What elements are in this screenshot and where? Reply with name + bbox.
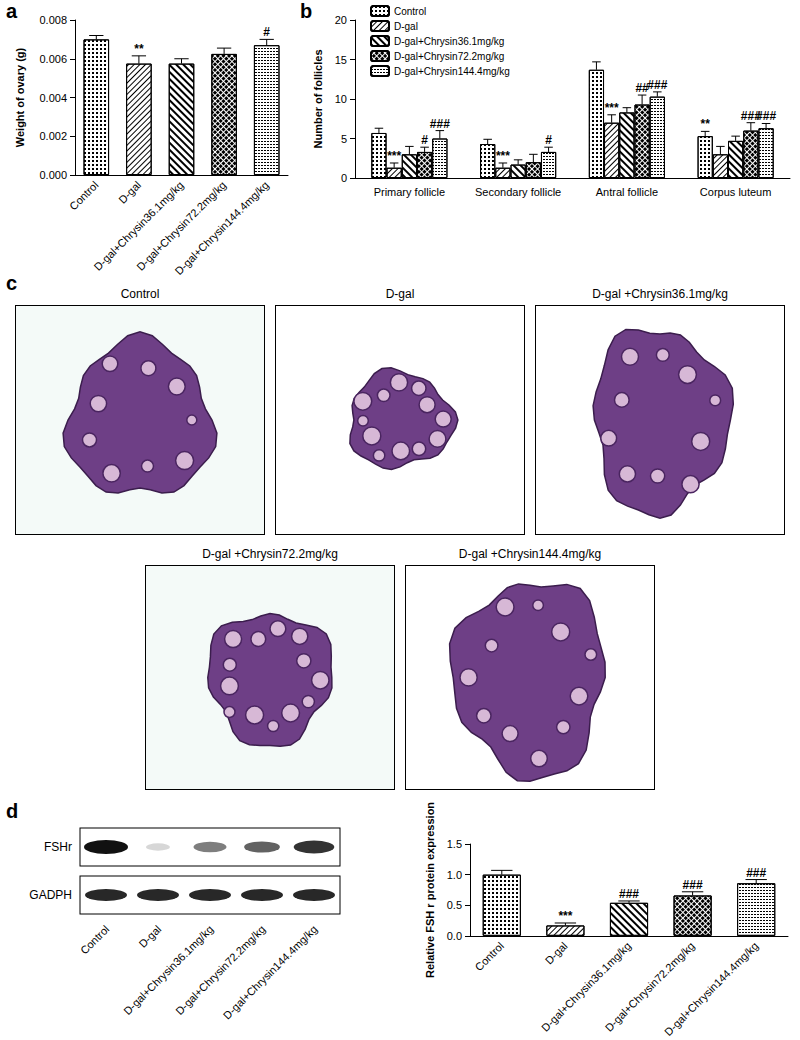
svg-text:Control: Control: [394, 6, 426, 17]
svg-text:Control: Control: [473, 940, 507, 974]
svg-text:0: 0: [341, 172, 347, 184]
svg-text:0.5: 0.5: [447, 899, 462, 911]
html-text:D-gal: D-gal: [385, 287, 415, 301]
svg-text:###: ###: [647, 78, 667, 92]
svg-text:***: ***: [558, 909, 572, 923]
svg-text:Antral follicle: Antral follicle: [596, 186, 658, 198]
svg-text:Primary follicle: Primary follicle: [374, 186, 446, 198]
svg-text:D-gal: D-gal: [543, 940, 570, 967]
svg-text:D-gal+Chrysin72.2mg/kg: D-gal+Chrysin72.2mg/kg: [173, 923, 267, 1017]
svg-text:#: #: [545, 133, 552, 147]
svg-text:D-gal: D-gal: [394, 21, 418, 32]
html-text:D-gal +Chrysin36.1mg/kg: D-gal +Chrysin36.1mg/kg: [592, 287, 728, 301]
svg-text:1.0: 1.0: [447, 869, 462, 881]
html-text:D-gal +Chrysin72.2mg/kg: D-gal +Chrysin72.2mg/kg: [202, 547, 338, 561]
svg-text:D-gal+Chrysin36.1mg/kg: D-gal+Chrysin36.1mg/kg: [121, 923, 215, 1017]
svg-text:0.008: 0.008: [39, 14, 67, 26]
svg-text:10: 10: [335, 93, 347, 105]
svg-text:Control: Control: [78, 923, 112, 957]
html-text:D-gal +Chrysin144.4mg/kg: D-gal +Chrysin144.4mg/kg: [458, 547, 602, 561]
svg-text:1.5: 1.5: [447, 838, 462, 850]
svg-text:0.0: 0.0: [447, 930, 462, 942]
svg-text:Number of follicles: Number of follicles: [312, 49, 324, 148]
svg-text:D-gal+Chrysin72.2mg/kg: D-gal+Chrysin72.2mg/kg: [134, 178, 229, 273]
svg-text:D-gal: D-gal: [136, 923, 163, 950]
svg-text:***: ***: [496, 149, 510, 163]
svg-text:0.002: 0.002: [39, 130, 67, 142]
svg-text:D-gal+Chrysin144.4mg/kg: D-gal+Chrysin144.4mg/kg: [221, 923, 320, 1022]
svg-text:0.000: 0.000: [39, 169, 67, 181]
svg-text:###: ###: [619, 887, 639, 901]
svg-text:###: ###: [430, 117, 450, 131]
svg-text:D-gal+Chrysin72.2mg/kg: D-gal+Chrysin72.2mg/kg: [602, 939, 697, 1034]
svg-text:***: ***: [387, 149, 401, 163]
svg-text:Relative FSH r protein express: Relative FSH r protein expression: [424, 802, 436, 978]
svg-text:###: ###: [683, 878, 703, 892]
svg-text:20: 20: [335, 14, 347, 26]
html-text:b: b: [300, 0, 313, 22]
svg-text:Corpus luteum: Corpus luteum: [700, 186, 772, 198]
svg-text:Control: Control: [67, 179, 101, 213]
svg-text:#: #: [421, 133, 428, 147]
svg-text:D-gal+Chrysin144.4mg/kg: D-gal+Chrysin144.4mg/kg: [172, 179, 270, 277]
svg-text:15: 15: [335, 54, 347, 66]
svg-text:D-gal+Chrysin36.1mg/kg: D-gal+Chrysin36.1mg/kg: [539, 939, 634, 1034]
svg-text:D-gal: D-gal: [116, 179, 143, 206]
svg-text:D-gal+Chrysin144.4mg/kg: D-gal+Chrysin144.4mg/kg: [394, 66, 510, 77]
svg-text:5: 5: [341, 133, 347, 145]
html-text:Control: Control: [120, 287, 160, 301]
svg-text:Secondary follicle: Secondary follicle: [475, 186, 561, 198]
html-text:a: a: [6, 0, 18, 22]
html-text:d: d: [6, 800, 19, 822]
html-text:c: c: [6, 272, 18, 294]
svg-text:***: ***: [605, 101, 619, 115]
svg-text:Weight of ovary (g): Weight of ovary (g): [14, 47, 26, 147]
svg-text:D-gal+Chrysin36.1mg/kg: D-gal+Chrysin36.1mg/kg: [394, 36, 504, 47]
svg-text:GADPH: GADPH: [29, 888, 72, 902]
svg-text:###: ###: [746, 866, 766, 880]
svg-text:**: **: [701, 117, 711, 131]
svg-text:D-gal+Chrysin72.2mg/kg: D-gal+Chrysin72.2mg/kg: [394, 51, 504, 62]
svg-text:0.004: 0.004: [39, 92, 67, 104]
svg-text:FSHr: FSHr: [44, 840, 72, 854]
svg-text:D-gal+Chrysin36.1mg/kg: D-gal+Chrysin36.1mg/kg: [91, 178, 186, 273]
svg-text:###: ###: [756, 109, 776, 123]
svg-text:0.006: 0.006: [39, 53, 67, 65]
svg-text:#: #: [263, 25, 270, 39]
svg-text:**: **: [134, 42, 144, 56]
svg-text:D-gal+Chrysin144.4mg/kg: D-gal+Chrysin144.4mg/kg: [662, 940, 760, 1038]
